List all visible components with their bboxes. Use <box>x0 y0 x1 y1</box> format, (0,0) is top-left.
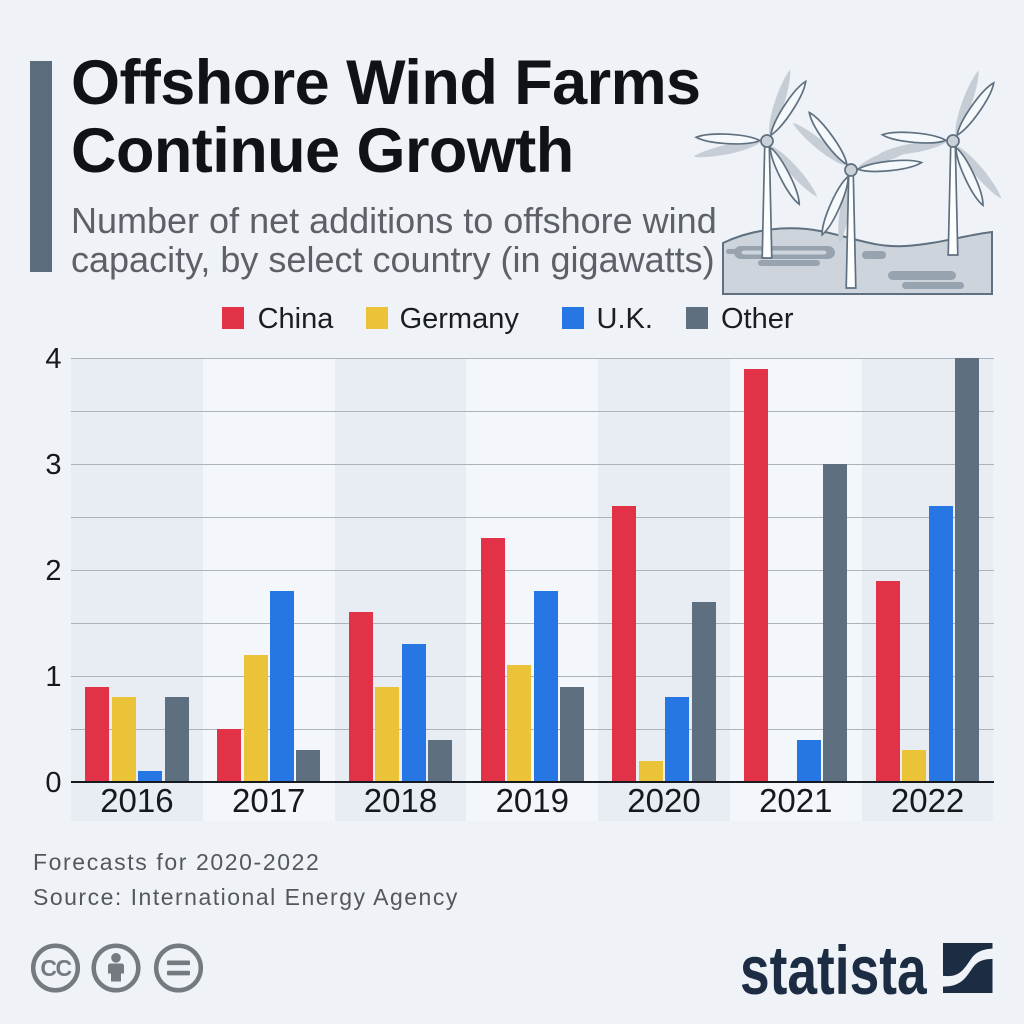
svg-text:CC: CC <box>40 955 71 981</box>
